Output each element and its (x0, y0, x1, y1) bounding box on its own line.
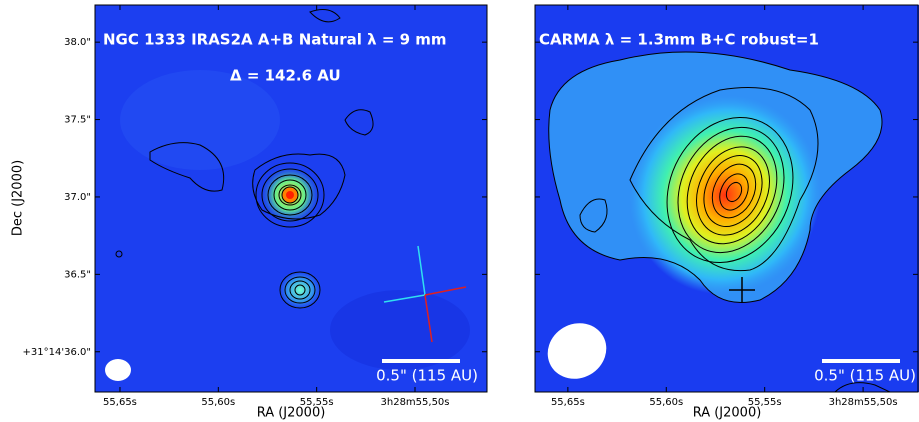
left-title: NGC 1333 IRAS2A A+B Natural λ = 9 mm (103, 31, 447, 49)
right-frame (534, 4, 919, 393)
y-tick-label: 37.0" (64, 192, 91, 203)
x-tick-label: 3h28m55,50s (381, 397, 450, 408)
scale-label: 0.5" (115 AU) (814, 367, 916, 385)
right-image (535, 5, 919, 393)
x-axis-label: RA (J2000) (257, 406, 326, 421)
x-tick-label: 55,55s (748, 397, 782, 408)
y-tick-label: 36.5" (64, 269, 91, 280)
x-tick-label: 55,65s (551, 397, 585, 408)
y-tick-label: 38.0" (64, 37, 91, 48)
scale-label: 0.5" (115 AU) (376, 367, 478, 385)
y-tick-label: +31°14'36.0" (23, 347, 91, 358)
y-axis-label: Dec (J2000) (11, 160, 26, 236)
x-tick-label: 55,60s (649, 397, 683, 408)
y-tick-label: 37.5" (64, 115, 91, 126)
x-tick-label: 55,60s (201, 397, 235, 408)
left-image (95, 5, 487, 392)
x-tick-label: 55,55s (300, 397, 334, 408)
x-tick-label: 3h28m55,50s (829, 397, 898, 408)
left-frame (94, 4, 488, 393)
x-tick-label: 55,65s (103, 397, 137, 408)
right-title: CARMA λ = 1.3mm B+C robust=1 (539, 31, 819, 49)
x-axis-label: RA (J2000) (693, 406, 762, 421)
annotation: Δ = 142.6 AU (230, 67, 341, 85)
